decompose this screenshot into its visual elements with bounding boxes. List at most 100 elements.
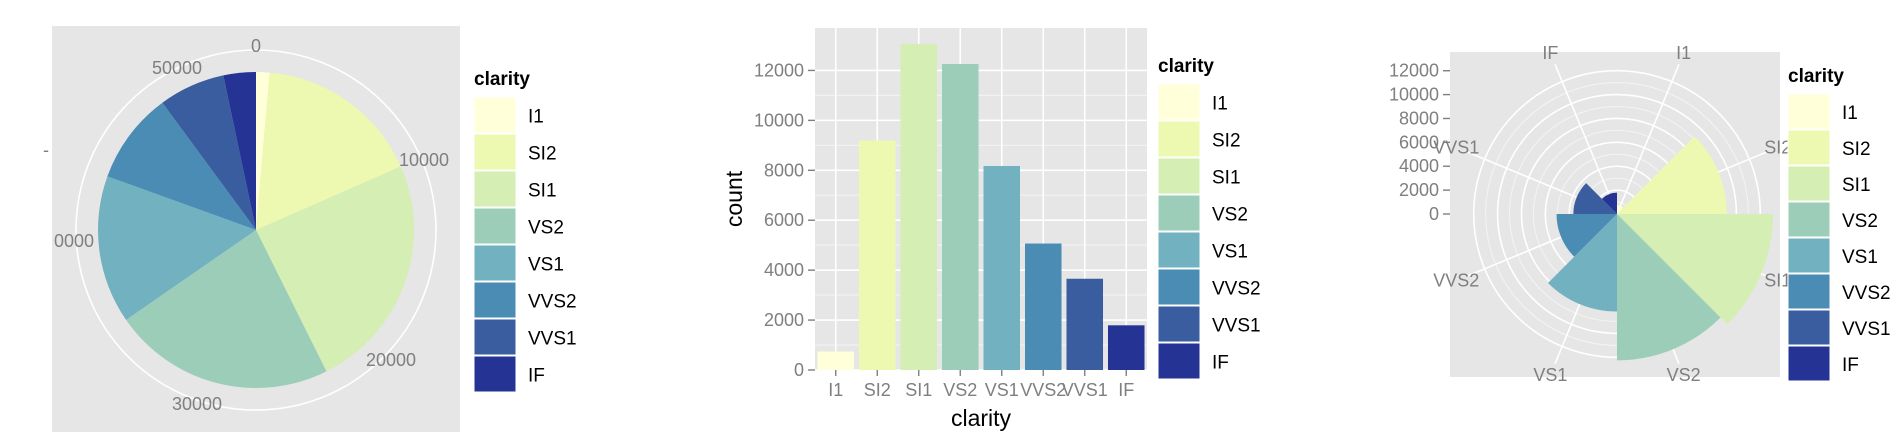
polar-bar: [1573, 183, 1617, 214]
bar: [1107, 325, 1145, 370]
polar-category-label: I1: [1676, 43, 1691, 63]
polar-category-label: VS2: [1667, 365, 1701, 385]
pie-slice: [256, 72, 401, 230]
pie-slice: [256, 166, 414, 372]
legend-swatch: [473, 170, 517, 208]
legend-swatch: [1787, 345, 1831, 382]
legend-label: VS1: [528, 255, 564, 276]
pie-slice: [126, 230, 327, 388]
legend-label: VS1: [1842, 247, 1878, 268]
legend-label: I1: [1842, 103, 1858, 124]
legend-swatch: [473, 355, 517, 393]
legend-label: VS2: [528, 218, 564, 239]
polar-category-label: VS1: [1533, 365, 1567, 385]
polar-bar: [1617, 214, 1773, 325]
legend-label: VVS1: [528, 329, 577, 350]
pie-y-tick-mark: -: [43, 140, 49, 160]
legend-label: SI1: [1212, 168, 1241, 189]
legend-label: SI1: [1842, 175, 1871, 196]
legend-label: VS2: [1212, 205, 1248, 226]
bar-x-tick-label: VS1: [985, 380, 1019, 400]
legend-swatch: [1157, 83, 1201, 121]
bar-x-tick-label: VVS2: [1020, 380, 1066, 400]
legend-label: VVS1: [1842, 319, 1891, 340]
pie-tick-label: 50000: [152, 58, 202, 78]
legend-swatch: [1157, 231, 1201, 269]
polar-bar: [1548, 214, 1617, 312]
legend-swatch: [1157, 120, 1201, 158]
polar-category-label: IF: [1542, 43, 1558, 63]
bar: [1024, 243, 1062, 370]
bar: [900, 43, 938, 370]
bar-x-axis-title: clarity: [951, 405, 1012, 431]
legend-label: VVS2: [1842, 283, 1891, 304]
legend-label: I1: [528, 107, 544, 128]
legend-label: SI2: [1842, 139, 1871, 160]
pie-outer-gridline: [75, 49, 437, 411]
legend-label: VVS2: [528, 292, 577, 313]
legend-swatch: [473, 318, 517, 356]
legend-label: IF: [1842, 355, 1859, 376]
legend-label: VS2: [1842, 211, 1878, 232]
bar-x-tick-label: VVS1: [1062, 380, 1108, 400]
bar: [1066, 278, 1104, 370]
bar-y-tick-label: 6000: [764, 210, 804, 230]
legend-label: SI2: [528, 144, 557, 165]
polar-bar: [1617, 214, 1721, 361]
bar-y-tick-label: 10000: [754, 110, 804, 130]
legend-swatch: [1787, 309, 1831, 346]
legend-swatch: [1787, 201, 1831, 238]
pie-slice: [162, 75, 256, 230]
legend-title: clarity: [1158, 56, 1214, 77]
legend-label: SI2: [1212, 131, 1241, 152]
pie-slice: [107, 102, 256, 230]
bar-y-axis-title: count: [721, 170, 747, 227]
legend-swatch: [473, 133, 517, 171]
legend-label: VS1: [1212, 242, 1248, 263]
polar-category-label: VVS2: [1433, 271, 1479, 291]
bar-y-tick-label: 4000: [764, 260, 804, 280]
legend-label: VVS1: [1212, 316, 1261, 337]
bar-x-tick-label: IF: [1118, 380, 1134, 400]
legend-swatch: [473, 207, 517, 245]
pie-slice: [98, 176, 256, 320]
bar-y-tick-label: 12000: [754, 60, 804, 80]
polar-r-tick-label: 6000: [1399, 132, 1439, 152]
polar-category-label: SI1: [1764, 271, 1791, 291]
polar-bar: [1617, 136, 1727, 214]
polar-r-tick-label: 2000: [1399, 180, 1439, 200]
pie-tick-label: 20000: [366, 350, 416, 370]
bar-x-tick-label: SI2: [864, 380, 891, 400]
polar-r-tick-label: 10000: [1389, 85, 1439, 105]
legend-label: SI1: [528, 181, 557, 202]
bar-x-tick-label: I1: [828, 380, 843, 400]
polar-spoke: [1554, 64, 1618, 215]
bar-y-tick-label: 8000: [764, 160, 804, 180]
pie-slice: [223, 72, 256, 230]
polar-bar: [1601, 192, 1617, 214]
legend-swatch: [1787, 129, 1831, 166]
legend-title: clarity: [1788, 66, 1844, 87]
legend-swatch: [1157, 342, 1201, 380]
pie-slice: [256, 72, 270, 230]
bar: [983, 166, 1021, 370]
bar-x-tick-label: SI1: [905, 380, 932, 400]
bar: [817, 351, 855, 370]
bar: [941, 63, 979, 370]
polar-spoke: [1616, 64, 1680, 215]
polar-category-label: VVS1: [1433, 137, 1479, 157]
legend-swatch: [1787, 237, 1831, 274]
pie-tick-label: 0000: [54, 231, 94, 251]
legend-swatch: [473, 96, 517, 134]
legend-swatch: [1787, 273, 1831, 310]
bar: [858, 140, 896, 370]
polar-r-tick-label: 4000: [1399, 156, 1439, 176]
bar-y-tick-label: 0: [794, 360, 804, 380]
legend-label: VVS2: [1212, 279, 1261, 300]
polar-category-label: SI2: [1764, 137, 1791, 157]
polar-bar: [1556, 214, 1617, 257]
legend-title: clarity: [474, 69, 530, 90]
legend-swatch: [1787, 93, 1831, 130]
